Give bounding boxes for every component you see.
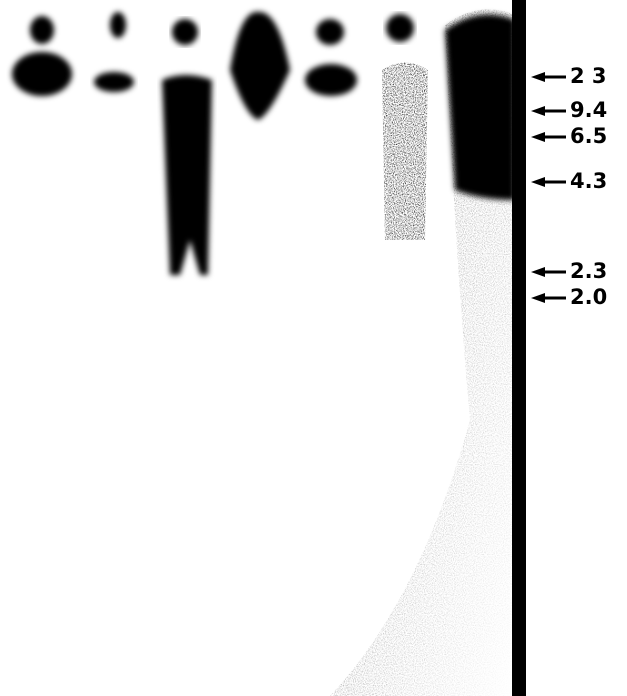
smear-core — [445, 14, 515, 200]
size-markers: 2 3 9.46.5 4.3 2.32.0 — [531, 64, 607, 309]
marker-arrow — [531, 132, 545, 142]
lane-1 — [12, 16, 72, 96]
marker-label: 6.5 — [570, 124, 607, 148]
lane-5 — [305, 19, 357, 96]
marker-arrow — [531, 106, 545, 116]
gel-lanes — [12, 0, 526, 696]
marker-label: 2.3 — [570, 259, 607, 283]
marker-arrow — [531, 267, 545, 277]
marker-arrow — [531, 72, 545, 82]
marker-label: 9.4 — [570, 98, 607, 122]
marker-arrow — [531, 293, 545, 303]
lane-4 — [230, 11, 290, 120]
marker-label: 2 3 — [570, 64, 607, 88]
lane-3 — [162, 19, 212, 275]
lane-6 — [382, 14, 428, 240]
marker-arrow — [531, 177, 545, 187]
marker-label: 4.3 — [570, 169, 607, 193]
gel-edge — [512, 0, 526, 696]
lane-2 — [94, 12, 134, 92]
marker-label: 2.0 — [570, 285, 607, 309]
